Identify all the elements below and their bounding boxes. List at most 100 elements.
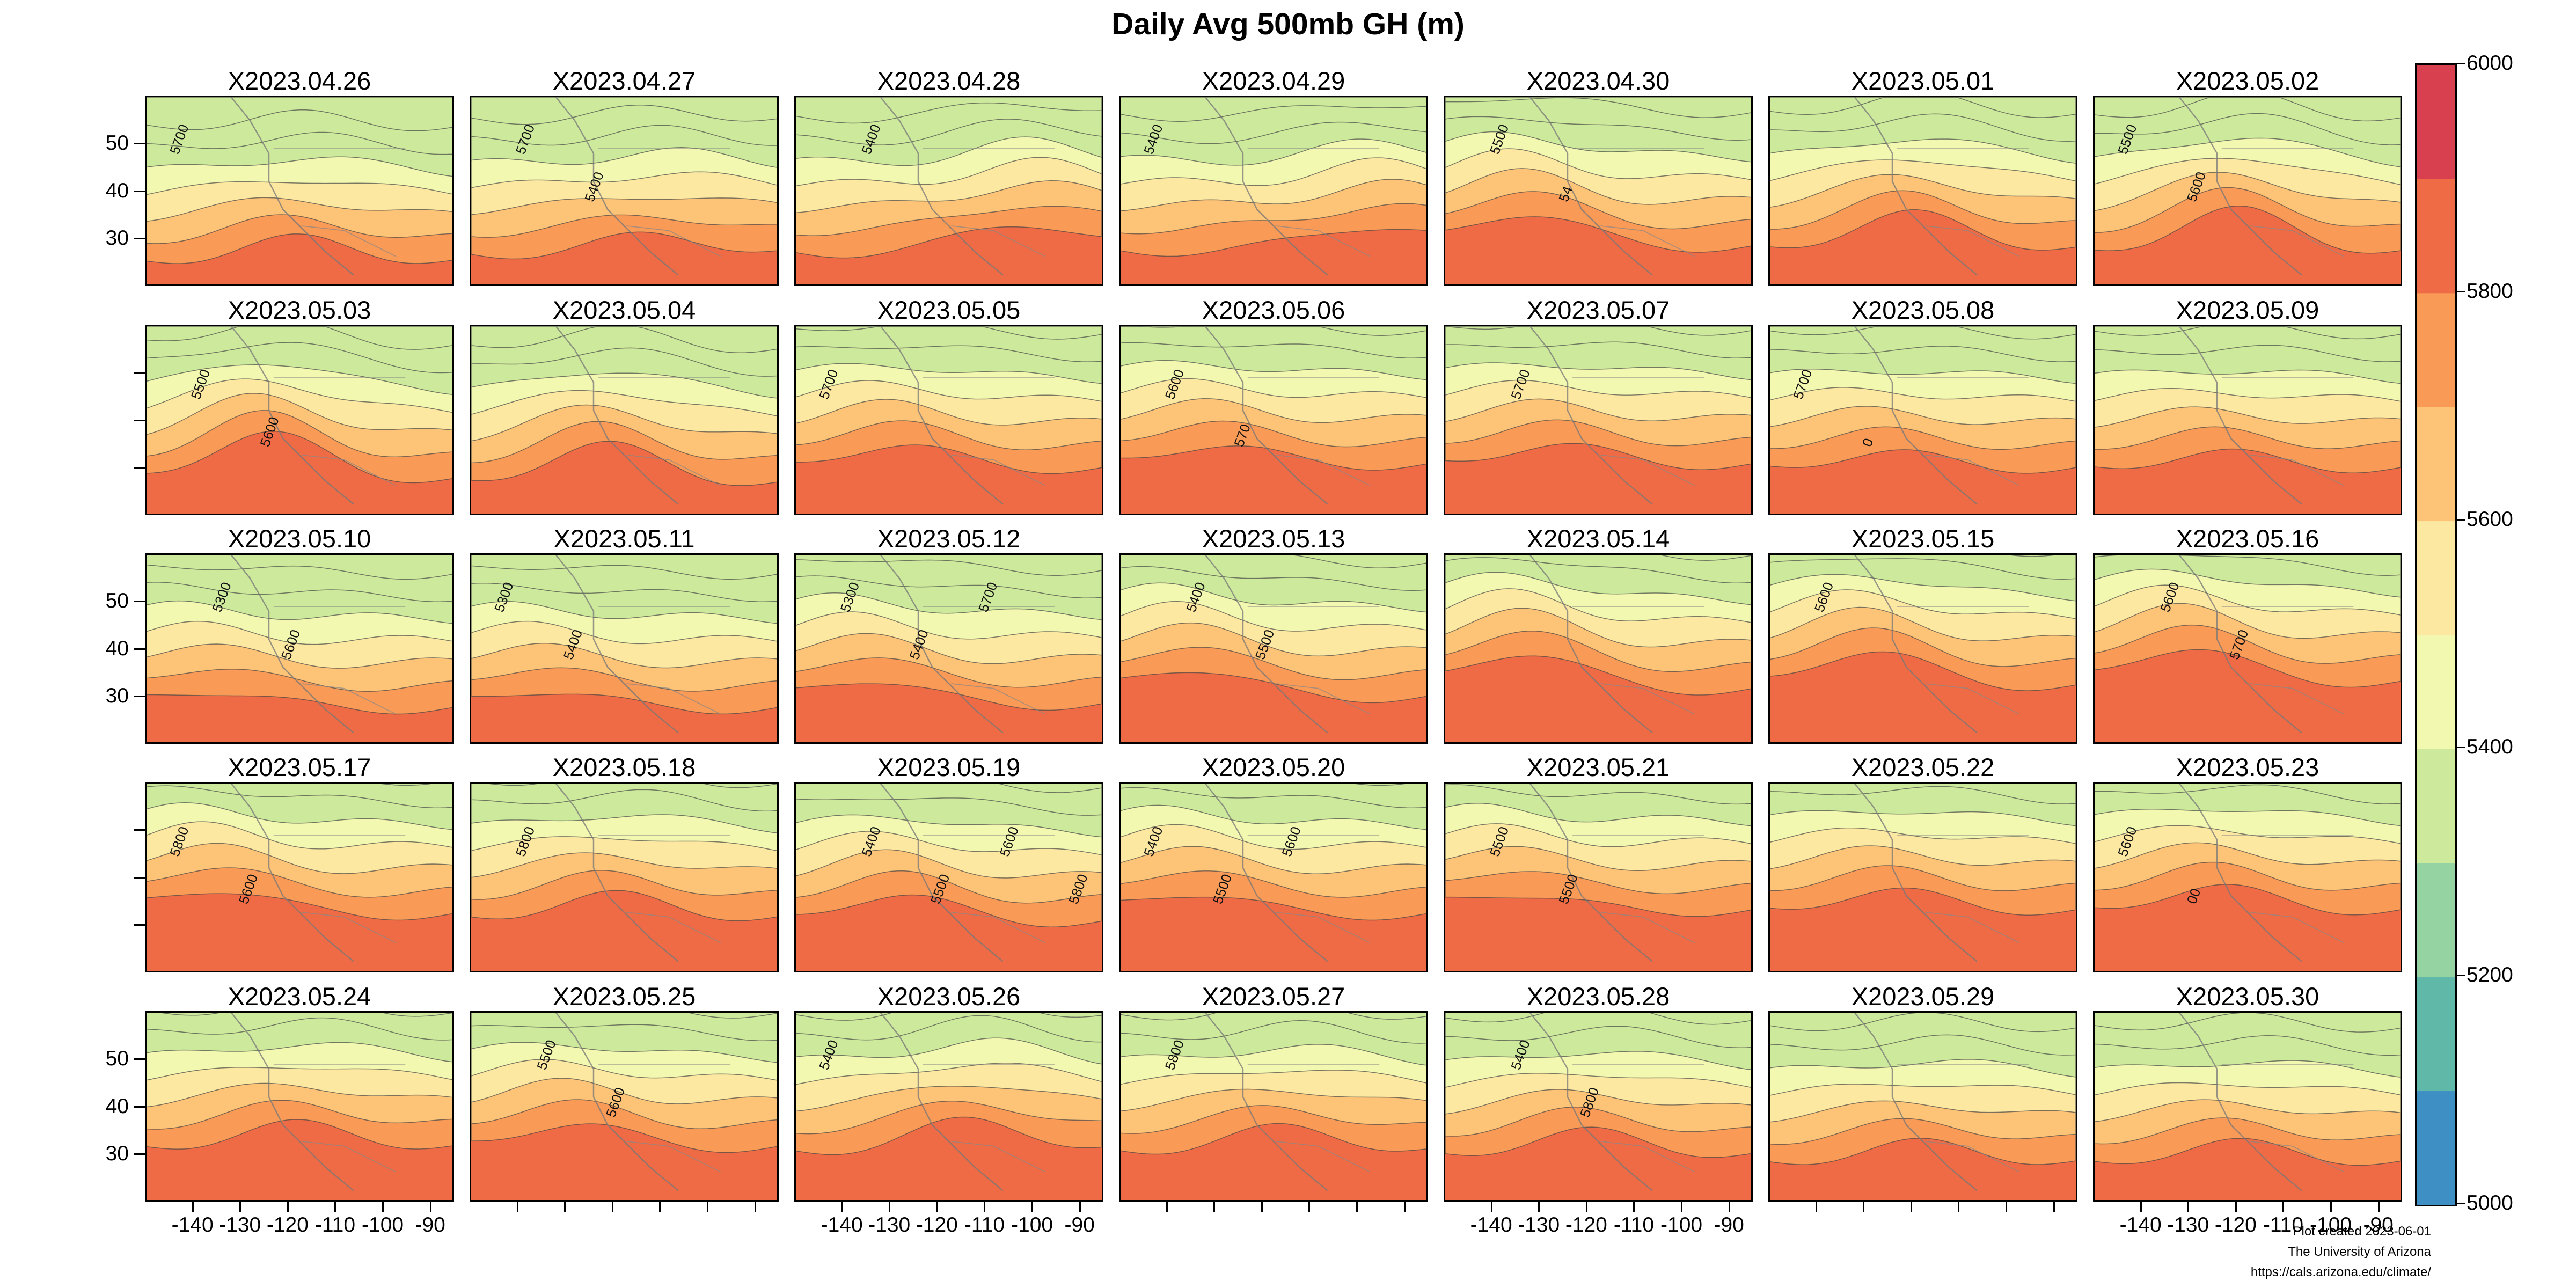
x-tick <box>1031 1202 1034 1212</box>
x-tick <box>1958 1202 1960 1212</box>
x-tick <box>1728 1202 1730 1212</box>
panel-title: X2023.05.25 <box>552 982 696 1011</box>
y-tick <box>134 238 145 240</box>
x-tick <box>334 1202 336 1212</box>
x-tick <box>1910 1202 1912 1212</box>
panel-title: X2023.05.16 <box>2176 524 2319 553</box>
x-tick <box>1490 1202 1492 1212</box>
panel-title: X2023.05.08 <box>1851 296 1995 324</box>
country-border <box>598 606 730 715</box>
country-border <box>2221 606 2354 715</box>
contour-band <box>1121 555 1426 569</box>
contour-band <box>471 1013 777 1019</box>
colorbar-step <box>2417 1091 2455 1205</box>
map-panel: 5300 5400 <box>470 553 779 744</box>
contour-band <box>1121 784 1426 786</box>
map-panel: 5600 00 <box>2093 782 2402 972</box>
contour-band <box>796 1013 1102 1043</box>
x-tick-label: -130 <box>219 1213 261 1236</box>
panel-title: X2023.04.29 <box>1202 67 1345 95</box>
coastline <box>1529 97 1653 276</box>
x-tick <box>192 1202 194 1212</box>
map-panel: 5700 0 <box>1768 325 2077 515</box>
x-tick-label: -140 <box>1470 1213 1512 1236</box>
height-field: 5700 <box>1445 326 1751 514</box>
map-panel <box>1768 1011 2077 1202</box>
colorbar-tick <box>2455 290 2465 292</box>
x-tick-label: -100 <box>362 1213 404 1236</box>
contour-band <box>1445 1013 1751 1025</box>
country-border <box>923 377 1055 486</box>
coastline <box>230 555 354 734</box>
x-tick <box>1356 1202 1358 1212</box>
contour-band <box>2095 97 2401 122</box>
coastline <box>555 97 679 276</box>
height-field <box>1770 1013 2076 1200</box>
country-border <box>2221 148 2354 257</box>
x-tick-label: -120 <box>2214 1213 2257 1236</box>
y-tick <box>134 419 145 421</box>
coastline <box>1529 784 1653 962</box>
coastline <box>2178 326 2302 505</box>
institution-note: The University of Arizona <box>2288 1245 2431 1259</box>
panel-title: X2023.05.07 <box>1526 296 1670 324</box>
y-tick <box>134 142 145 144</box>
x-tick <box>2006 1202 2008 1212</box>
contour-band <box>2095 784 2401 804</box>
contour-band <box>147 1013 452 1017</box>
contour-band <box>1770 784 2076 804</box>
panel-title: X2023.05.15 <box>1851 524 1995 553</box>
coastline <box>555 555 679 734</box>
contour-band <box>1770 555 2076 557</box>
map-panel <box>2093 325 2402 515</box>
x-tick <box>429 1202 431 1212</box>
colorbar-step <box>2417 862 2455 977</box>
panel-title: X2023.05.20 <box>1202 753 1345 781</box>
x-tick <box>1403 1202 1406 1212</box>
coastline <box>2178 555 2302 734</box>
y-tick <box>134 829 145 831</box>
coastline <box>2178 97 2302 276</box>
country-border <box>1572 148 1704 257</box>
contour-band <box>147 555 452 580</box>
map-panel <box>1444 553 1753 744</box>
x-tick <box>1166 1202 1168 1212</box>
colorbar-tick <box>2455 1203 2465 1204</box>
map-panel: 5400 5500 <box>1119 553 1428 744</box>
x-tick <box>1308 1202 1311 1212</box>
x-tick <box>707 1202 709 1212</box>
contour-band <box>471 1013 777 1041</box>
y-tick <box>134 648 145 650</box>
website-note: https://cals.arizona.edu/climate/ <box>2250 1265 2431 1279</box>
colorbar-step <box>2417 65 2455 179</box>
x-tick-label: -90 <box>415 1213 445 1236</box>
panel-title: X2023.05.11 <box>553 524 695 553</box>
y-tick <box>134 1106 145 1108</box>
panel-title: X2023.05.13 <box>1202 524 1345 553</box>
contour-band <box>796 784 1102 793</box>
contour-band <box>1121 326 1426 359</box>
colorbar-step <box>2417 179 2455 294</box>
panel-title: X2023.04.27 <box>552 67 696 95</box>
panel-title: X2023.05.24 <box>228 982 371 1011</box>
x-tick <box>1633 1202 1635 1212</box>
country-border <box>1572 377 1704 486</box>
country-border <box>923 1064 1055 1173</box>
panel-title: X2023.05.05 <box>877 296 1021 324</box>
contour-band <box>796 326 1102 340</box>
contour-band <box>1121 1013 1426 1044</box>
map-panel: 5800 <box>1119 1011 1428 1202</box>
coastline <box>555 1013 679 1191</box>
x-tick-label: -90 <box>1064 1213 1095 1236</box>
y-tick-label: 50 <box>105 589 129 612</box>
panel-title: X2023.05.09 <box>2176 296 2319 324</box>
x-tick <box>1079 1202 1081 1212</box>
